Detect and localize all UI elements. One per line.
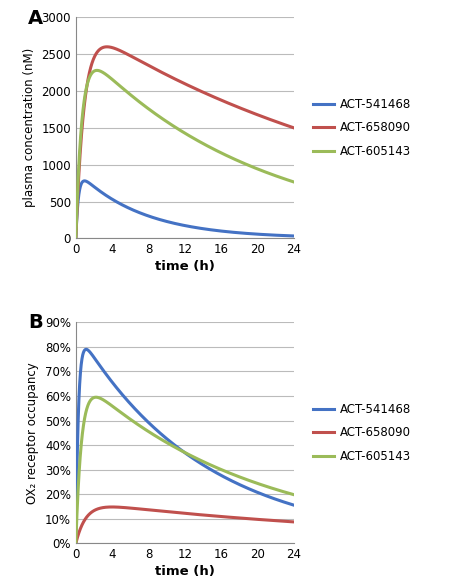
Y-axis label: plasma concentration (nM): plasma concentration (nM) bbox=[23, 48, 36, 208]
Text: A: A bbox=[28, 9, 43, 28]
Legend: ACT-541468, ACT-658090, ACT-605143: ACT-541468, ACT-658090, ACT-605143 bbox=[313, 98, 411, 158]
Text: B: B bbox=[28, 313, 43, 332]
X-axis label: time (h): time (h) bbox=[155, 565, 215, 578]
X-axis label: time (h): time (h) bbox=[155, 260, 215, 273]
Y-axis label: OX₂ receptor occupancy: OX₂ receptor occupancy bbox=[27, 362, 39, 503]
Legend: ACT-541468, ACT-658090, ACT-605143: ACT-541468, ACT-658090, ACT-605143 bbox=[313, 403, 411, 463]
